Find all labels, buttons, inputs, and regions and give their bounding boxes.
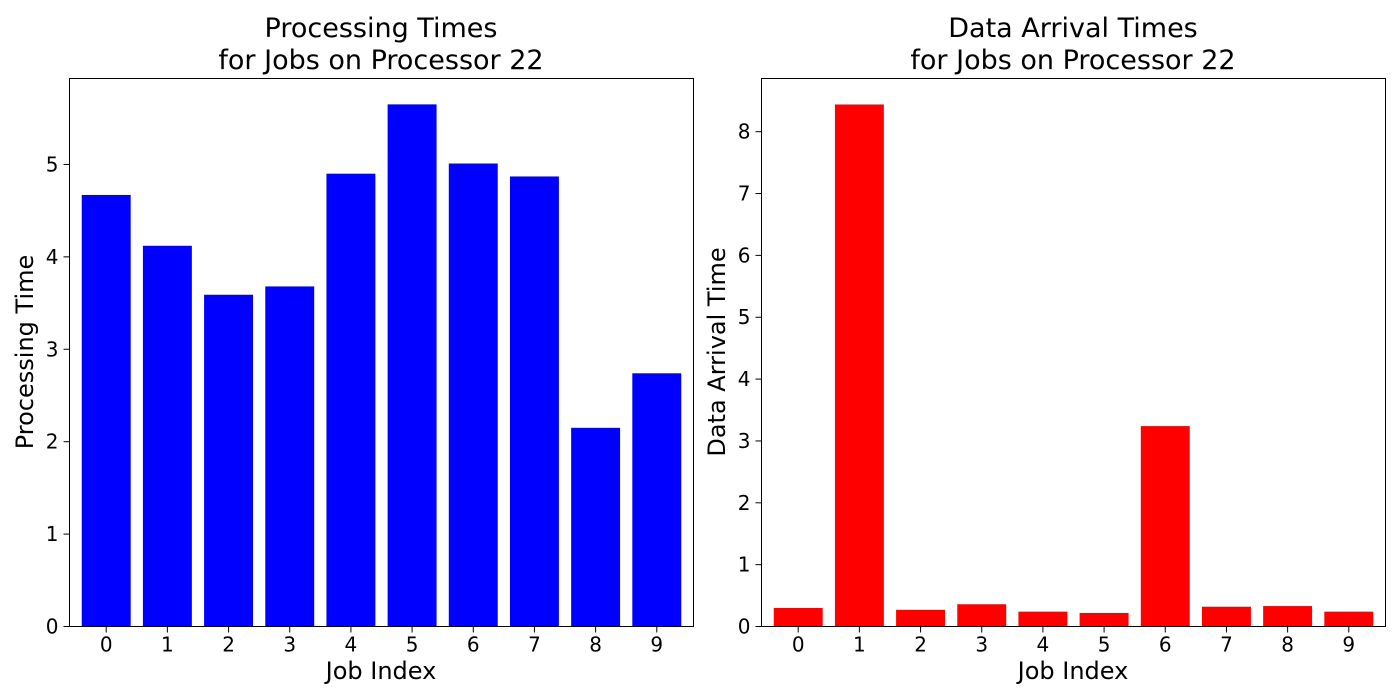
y-tick-label: 4 — [46, 245, 59, 269]
x-tick-label: 0 — [100, 633, 113, 657]
y-tick-label: 4 — [738, 367, 751, 391]
x-tick-label: 1 — [853, 633, 866, 657]
bar-job-0 — [773, 607, 823, 627]
chart-title-line2: for Jobs on Processor 22 — [218, 45, 543, 76]
bar-job-7 — [1201, 606, 1251, 627]
x-axis-label: Job Index — [1016, 657, 1129, 685]
y-tick-label: 1 — [738, 553, 751, 577]
bar-job-7 — [509, 176, 559, 627]
processing-times-chart: Processing Times for Jobs on Processor 2… — [11, 13, 694, 685]
x-tick-label: 9 — [1342, 633, 1355, 657]
x-tick-label: 6 — [467, 633, 480, 657]
bar-job-9 — [1324, 611, 1374, 627]
y-tick-label: 0 — [46, 615, 59, 639]
bar-job-6 — [448, 163, 498, 627]
bar-job-4 — [326, 173, 376, 627]
y-tick-label: 3 — [738, 429, 751, 453]
y-tick-label: 7 — [738, 182, 751, 206]
bar-job-6 — [1140, 426, 1190, 627]
x-tick-label: 8 — [589, 633, 602, 657]
y-tick-label: 2 — [46, 430, 59, 454]
x-tick-label: 0 — [792, 633, 805, 657]
bar-job-1 — [142, 245, 192, 627]
y-tick-label: 5 — [46, 152, 59, 176]
x-tick-label: 3 — [283, 633, 296, 657]
chart-title-line1: Data Arrival Times — [948, 13, 1198, 44]
data-arrival-times-chart: Data Arrival Times for Jobs on Processor… — [703, 13, 1386, 685]
bar-job-0 — [81, 194, 131, 627]
y-tick-label: 0 — [738, 615, 751, 639]
bar-job-8 — [1263, 606, 1313, 627]
y-tick-label: 3 — [46, 337, 59, 361]
x-tick-label: 5 — [406, 633, 419, 657]
y-axis-label: Processing Time — [11, 255, 39, 450]
y-axis-ticks: 0 1 2 3 4 5 6 7 8 — [738, 120, 762, 639]
chart-title-line1: Processing Times — [265, 13, 498, 44]
x-axis-ticks: 0 1 2 3 4 5 6 7 8 9 — [100, 626, 663, 657]
bar-job-2 — [896, 609, 946, 627]
bar-group — [81, 104, 682, 627]
x-axis-ticks: 0 1 2 3 4 5 6 7 8 9 — [792, 626, 1355, 657]
y-tick-label: 1 — [46, 522, 59, 546]
x-tick-label: 4 — [345, 633, 358, 657]
bar-job-9 — [632, 373, 682, 627]
bar-job-5 — [1079, 612, 1129, 627]
x-tick-label: 9 — [650, 633, 663, 657]
x-tick-label: 6 — [1159, 633, 1172, 657]
y-axis-label: Data Arrival Time — [703, 247, 731, 456]
plot-frame — [761, 78, 1386, 627]
bar-job-3 — [957, 604, 1007, 627]
x-tick-label: 2 — [222, 633, 235, 657]
x-tick-label: 3 — [975, 633, 988, 657]
bar-job-1 — [834, 104, 884, 627]
y-axis-ticks: 0 1 2 3 4 5 — [46, 152, 70, 639]
bar-job-8 — [571, 427, 621, 627]
x-tick-label: 4 — [1037, 633, 1050, 657]
x-tick-label: 5 — [1098, 633, 1111, 657]
bar-job-5 — [387, 104, 437, 627]
y-tick-label: 6 — [738, 243, 751, 267]
y-tick-label: 8 — [738, 120, 751, 144]
chart-title-line2: for Jobs on Processor 22 — [910, 45, 1235, 76]
x-tick-label: 7 — [1220, 633, 1233, 657]
y-tick-label: 5 — [738, 305, 751, 329]
x-tick-label: 7 — [528, 633, 541, 657]
x-tick-label: 2 — [914, 633, 927, 657]
y-tick-label: 2 — [738, 491, 751, 515]
bar-group — [773, 104, 1374, 627]
bar-job-4 — [1018, 611, 1068, 627]
bar-job-3 — [265, 286, 315, 627]
plot-frame — [69, 78, 694, 627]
x-axis-label: Job Index — [324, 657, 437, 685]
x-tick-label: 1 — [161, 633, 174, 657]
bar-job-2 — [204, 294, 254, 627]
x-tick-label: 8 — [1281, 633, 1294, 657]
